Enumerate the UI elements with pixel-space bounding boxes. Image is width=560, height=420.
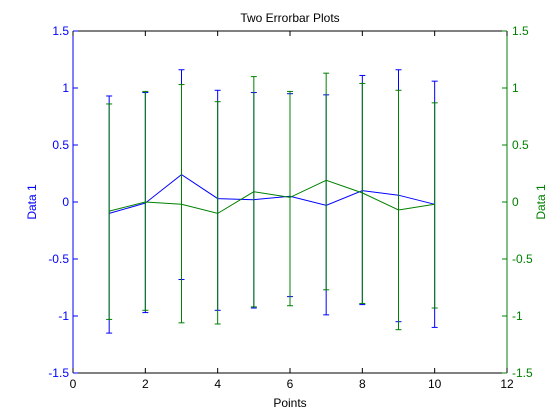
chart-title: Two Errorbar Plots <box>240 11 339 25</box>
x-axis-label: Points <box>273 396 306 410</box>
left-y-tick-label: 0 <box>62 195 69 209</box>
right-y-tick-label: -1.5 <box>512 366 533 380</box>
right-y-tick-label: 0 <box>512 195 519 209</box>
series-layer <box>106 69 438 334</box>
left-y-tick-label: 0.5 <box>52 138 69 152</box>
left-y-tick-label: 1.5 <box>52 24 69 38</box>
series-line <box>109 179 435 214</box>
right-y-tick-label: 0.5 <box>512 138 529 152</box>
series-2 <box>106 72 438 331</box>
right-y-tick-label: 1.5 <box>512 24 529 38</box>
series-line <box>109 173 435 214</box>
right-y-tick-label: -1 <box>512 309 523 323</box>
left-y-axis-label: Data 1 <box>25 184 39 220</box>
right-y-tick-label: -0.5 <box>512 252 533 266</box>
left-y-tick-label: -0.5 <box>48 252 69 266</box>
x-tick-label: 2 <box>142 377 149 391</box>
left-y-tick-label: -1.5 <box>48 366 69 380</box>
x-tick-label: 4 <box>214 377 221 391</box>
right-y-tick-label: 1 <box>512 81 519 95</box>
left-y-tick-label: 1 <box>62 81 69 95</box>
axes: 0 2 4 6 8 10 12-1.5-1-0.500.511.5-1.5-1-0.500.… <box>48 24 533 391</box>
x-tick-label: 8 <box>359 377 366 391</box>
x-tick-label: 12 <box>500 377 514 391</box>
x-tick-label: 10 <box>428 377 442 391</box>
x-tick-label: 0 <box>70 377 77 391</box>
right-y-axis-label: Data 1 <box>534 184 548 220</box>
x-tick-label: 6 <box>287 377 294 391</box>
left-y-tick-label: -1 <box>58 309 69 323</box>
